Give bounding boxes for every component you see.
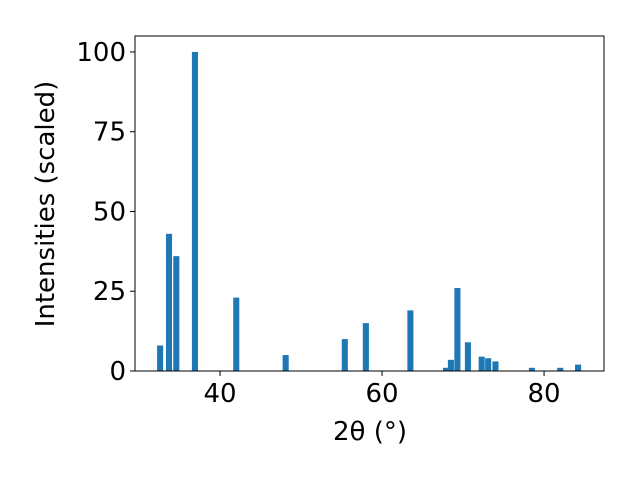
y-tick-label: 75 [93,118,126,148]
y-tick-label: 50 [93,197,126,227]
bar [362,323,369,371]
bar [165,233,173,371]
bar [191,51,198,371]
bar [528,367,535,371]
bar [478,356,485,371]
bar [157,345,164,371]
bar [443,367,450,371]
bar [464,342,471,371]
y-tick-label: 25 [93,277,126,307]
x-tick-label: 60 [366,379,399,409]
plot-frame [134,35,605,372]
bar [233,297,240,371]
bar [575,364,582,371]
x-tick-label: 40 [204,379,237,409]
x-axis-label: 2θ (°) [333,417,407,447]
bar [282,355,289,371]
bar [485,358,492,371]
bar [557,367,564,371]
y-tick-label: 100 [76,38,126,68]
bar [447,359,454,371]
bar [173,256,180,371]
bar [407,310,414,371]
y-tick-label: 0 [109,357,126,387]
bar [341,339,348,371]
x-tick-label: 80 [528,379,561,409]
bar [454,288,461,371]
y-axis-label: Intensities (scaled) [31,81,61,328]
bar [492,361,499,371]
